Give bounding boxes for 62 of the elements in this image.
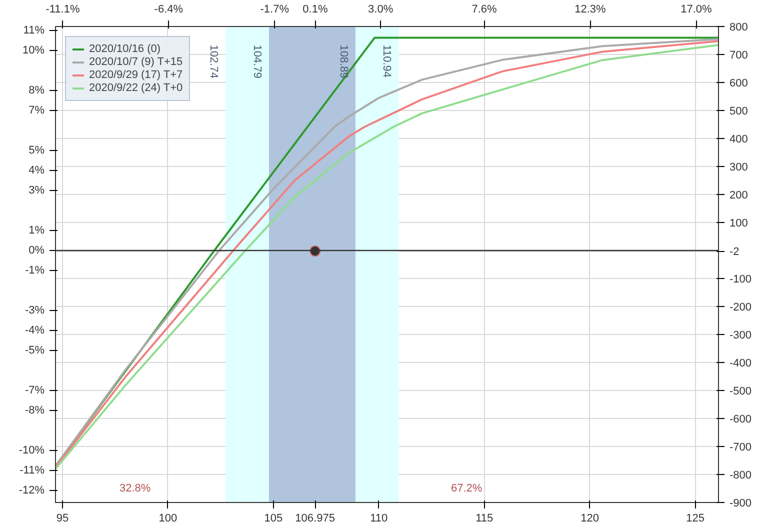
y2-tick-label: 3% [28, 184, 45, 196]
x2-tick-label: -11.1% [46, 4, 80, 16]
x2-tick-label: 0.1% [302, 4, 328, 16]
annotation: 67.2% [450, 482, 482, 494]
y2-tick-label: -5% [24, 344, 45, 356]
y2-tick-label: -7% [24, 384, 45, 396]
legend-label: 2020/9/22 (24) T+0 [89, 82, 183, 94]
y-tick-label: -2 [730, 246, 740, 258]
y2-tick-label: 7% [28, 104, 45, 116]
y-tick-label: -400 [730, 358, 752, 370]
x-tick-label: 120 [580, 512, 600, 524]
y-tick-label: 400 [730, 134, 748, 146]
x-tick-label: 115 [476, 512, 494, 524]
y2-tick-label: -3% [24, 304, 45, 316]
y2-tick-label: 1% [28, 224, 45, 236]
y2-tick-label: -12% [18, 484, 45, 496]
legend-label: 2020/10/16 (0) [89, 43, 161, 55]
y-tick-label: -100 [730, 274, 752, 286]
y2-tick-label: 0% [28, 244, 45, 256]
y-tick-label: 500 [730, 106, 748, 118]
x-tick-label: 110 [370, 512, 388, 524]
y-tick-label: 800 [730, 22, 748, 34]
x2-tick-label: 17.0% [680, 4, 712, 16]
y2-tick-label: -4% [24, 324, 45, 336]
y-tick-label: -900 [730, 498, 752, 510]
y-tick-label: 600 [730, 78, 748, 90]
y2-tick-label: 11% [23, 24, 45, 36]
y-tick-label: -200 [730, 302, 752, 314]
y-tick-label: 700 [730, 50, 748, 62]
y-tick-label: -300 [730, 330, 752, 342]
y2-tick-label: -10% [18, 444, 45, 456]
y-tick-label: 200 [730, 190, 748, 202]
legend-label: 2020/10/7 (9) T+15 [89, 56, 183, 68]
y-tick-label: -600 [730, 414, 752, 426]
y-tick-label: -700 [730, 442, 752, 454]
annotation: 108.89 [337, 44, 350, 78]
annotation: 32.8% [119, 482, 151, 494]
y-tick-label: -500 [730, 386, 752, 398]
x-tick-label: 125 [686, 512, 704, 524]
x-tick-label: 106.975 [295, 512, 335, 524]
y2-tick-label: 8% [28, 84, 45, 96]
y-tick-label: 300 [730, 162, 748, 174]
y2-tick-label: -1% [24, 264, 45, 276]
legend-label: 2020/9/29 (17) T+7 [89, 69, 183, 81]
y-tick-label: -800 [730, 470, 752, 482]
y2-tick-label: 4% [28, 164, 45, 176]
annotation: 110.94 [380, 44, 393, 78]
y-tick-label: 100 [730, 218, 748, 230]
x-tick-label: 100 [158, 512, 178, 524]
y2-tick-label: 5% [28, 144, 45, 156]
x2-tick-label: 7.6% [472, 4, 498, 16]
x2-tick-label: 3.0% [368, 4, 394, 16]
y2-tick-label: -8% [24, 404, 45, 416]
x2-tick-label: -6.4% [154, 4, 184, 16]
y2-tick-label: -11% [20, 464, 45, 476]
x-tick-label: 105 [264, 512, 283, 524]
x2-tick-label: 12.3% [574, 4, 606, 16]
annotation: 104.79 [250, 44, 263, 78]
y2-tick-label: 10% [22, 44, 45, 56]
annotation: 102.74 [208, 44, 220, 78]
x-tick-label: 95 [56, 512, 69, 524]
x2-tick-label: -1.7% [260, 4, 290, 16]
